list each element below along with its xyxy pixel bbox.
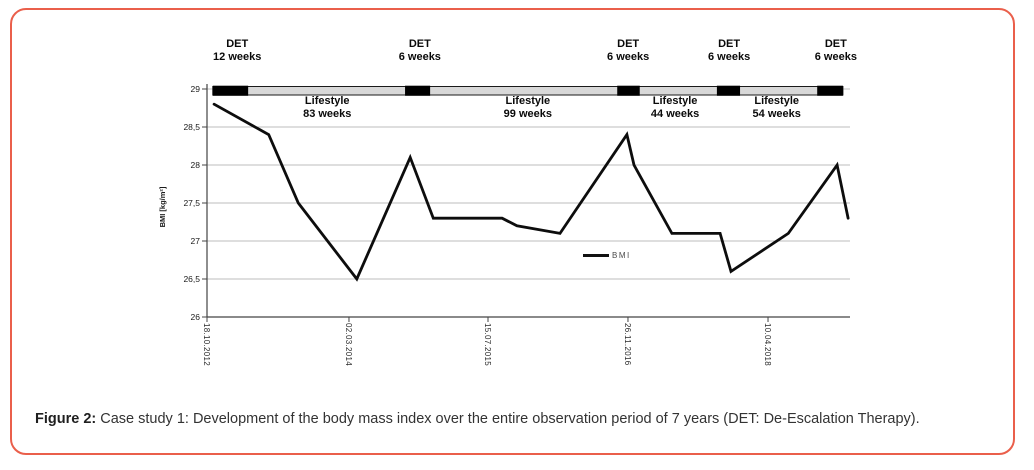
lifestyle-label: Lifestyle 44 weeks <box>651 95 699 121</box>
lifestyle-label-duration: 54 weeks <box>752 108 801 120</box>
legend-line-swatch <box>583 254 609 257</box>
y-tick-label: 28,5 <box>183 122 200 132</box>
det-label-duration: 6 weeks <box>398 51 441 63</box>
det-label-duration: 12 weeks <box>213 51 262 63</box>
bmi-line <box>212 102 850 282</box>
det-label: DET 6 weeks <box>399 38 441 64</box>
lifestyle-label-title: Lifestyle <box>754 95 800 107</box>
det-label: DET 6 weeks <box>607 38 649 64</box>
x-tick-label: 02.03.2014 <box>343 323 353 367</box>
det-segment <box>405 85 431 96</box>
lifestyle-label-title: Lifestyle <box>304 95 350 107</box>
legend-label: BMI <box>612 251 631 260</box>
figure-accent-border <box>10 8 1015 455</box>
x-tick-label: 18.10.2012 <box>202 323 211 367</box>
y-tick-label: 29 <box>190 84 200 94</box>
lifestyle-label: Lifestyle 99 weeks <box>504 95 552 121</box>
figure-caption-number: Figure 2: <box>35 411 97 427</box>
det-label-title: DET <box>718 38 741 50</box>
det-segment <box>817 85 843 96</box>
y-tick-label: 26,5 <box>183 274 200 284</box>
lifestyle-label-duration: 83 weeks <box>303 108 352 120</box>
figure-caption-text: Case study 1: Development of the body ma… <box>96 411 920 427</box>
det-label-duration: 6 weeks <box>708 51 751 63</box>
lifestyle-label-duration: 99 weeks <box>503 108 553 120</box>
det-label: DET 6 weeks <box>708 38 750 64</box>
det-segment <box>212 85 249 96</box>
y-tick-label: 28 <box>190 160 200 170</box>
chart-legend: BMI <box>583 251 631 260</box>
det-label-title: DET <box>824 38 847 50</box>
det-segment <box>617 85 640 96</box>
lifestyle-label-duration: 44 weeks <box>650 108 700 120</box>
lifestyle-label: Lifestyle 54 weeks <box>753 95 801 121</box>
x-tick-label: 10.04.2018 <box>763 323 773 367</box>
y-tick-label: 27,5 <box>183 198 200 208</box>
det-label-title: DET <box>226 38 249 50</box>
det-label: DET 6 weeks <box>815 38 857 64</box>
det-label-duration: 6 weeks <box>814 51 857 63</box>
det-segment <box>716 85 741 96</box>
det-label: DET 12 weeks <box>213 38 261 64</box>
lifestyle-label-title: Lifestyle <box>652 95 698 107</box>
y-axis-title: BMI [kg/m²] <box>158 186 167 228</box>
lifestyle-label-title: Lifestyle <box>505 95 551 107</box>
y-tick-label: 26 <box>190 312 200 322</box>
det-label-title: DET <box>408 38 431 50</box>
y-tick-label: 27 <box>190 236 200 246</box>
lifestyle-label: Lifestyle 83 weeks <box>303 95 351 121</box>
det-label-duration: 6 weeks <box>607 51 650 63</box>
x-tick-label: 15.07.2015 <box>482 323 492 367</box>
therapy-timeline-bar <box>212 86 844 96</box>
x-tick-label: 26.11.2016 <box>622 323 632 366</box>
figure-caption: Figure 2: Case study 1: Development of t… <box>35 410 995 430</box>
det-label-title: DET <box>617 38 640 50</box>
